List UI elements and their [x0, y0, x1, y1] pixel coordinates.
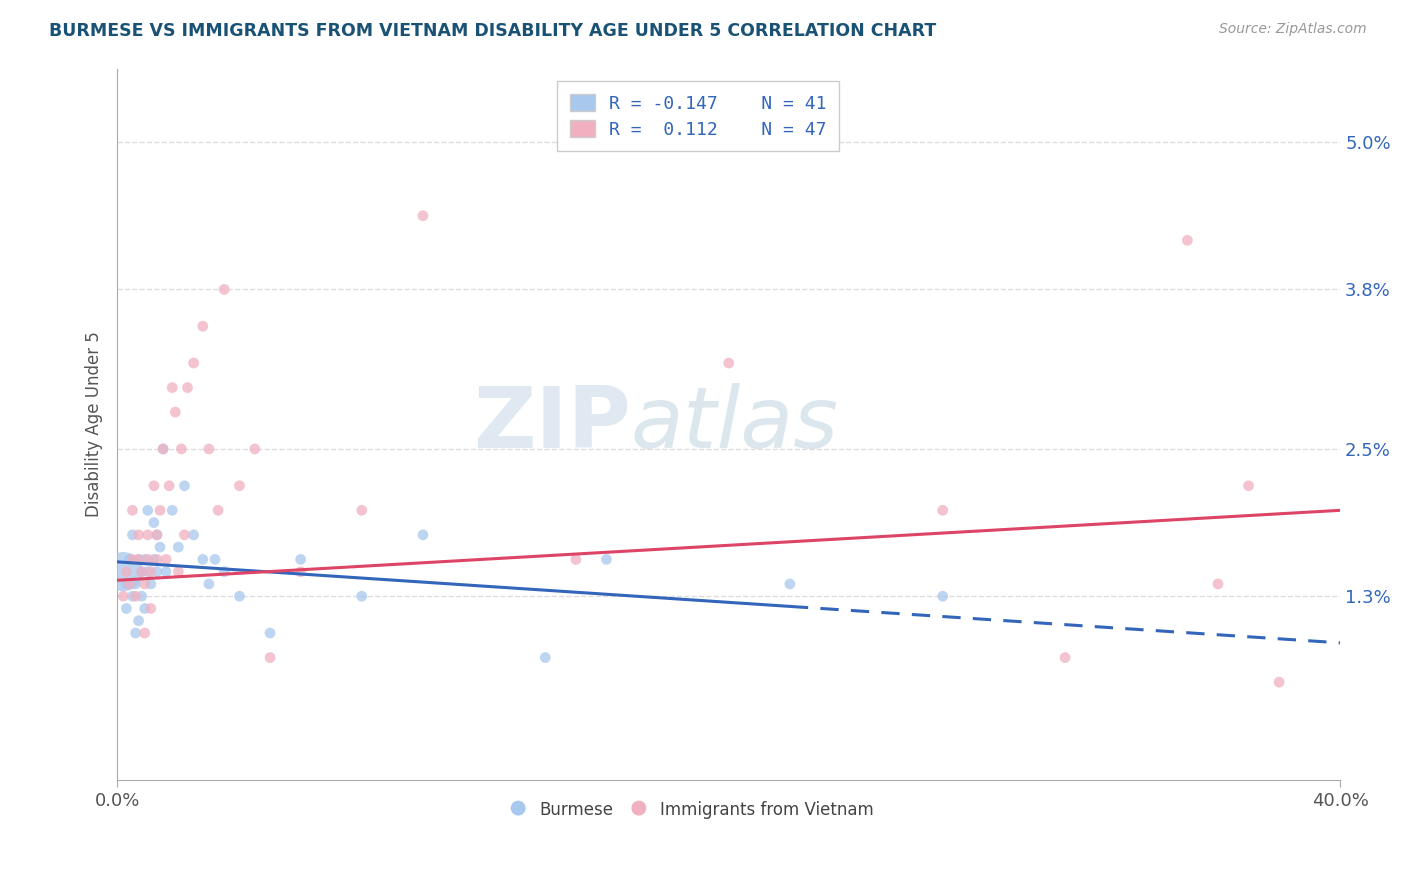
Point	[350, 503, 373, 517]
Point	[932, 503, 955, 517]
Point	[1177, 233, 1199, 247]
Point	[149, 540, 172, 554]
Point	[124, 589, 146, 603]
Point	[191, 552, 214, 566]
Point	[118, 552, 141, 566]
Point	[152, 442, 174, 456]
Point	[167, 540, 190, 554]
Point	[1268, 675, 1291, 690]
Point	[198, 577, 221, 591]
Point	[170, 442, 193, 456]
Point	[146, 552, 169, 566]
Point	[146, 528, 169, 542]
Point	[146, 565, 169, 579]
Point	[243, 442, 266, 456]
Point	[134, 577, 156, 591]
Point	[198, 442, 221, 456]
Point	[112, 565, 135, 579]
Point	[136, 503, 159, 517]
Point	[155, 552, 177, 566]
Point	[115, 565, 138, 579]
Legend: Burmese, Immigrants from Vietnam: Burmese, Immigrants from Vietnam	[503, 794, 882, 825]
Point	[173, 479, 195, 493]
Point	[139, 565, 162, 579]
Point	[131, 565, 153, 579]
Text: atlas: atlas	[631, 383, 839, 466]
Point	[115, 601, 138, 615]
Point	[121, 589, 143, 603]
Point	[128, 552, 150, 566]
Point	[146, 528, 169, 542]
Point	[191, 319, 214, 334]
Point	[160, 381, 183, 395]
Point	[1237, 479, 1260, 493]
Point	[128, 528, 150, 542]
Point	[534, 650, 557, 665]
Point	[157, 479, 180, 493]
Text: Source: ZipAtlas.com: Source: ZipAtlas.com	[1219, 22, 1367, 37]
Point	[124, 577, 146, 591]
Point	[212, 282, 235, 296]
Point	[259, 626, 281, 640]
Point	[121, 528, 143, 542]
Point	[290, 552, 312, 566]
Point	[167, 565, 190, 579]
Point	[595, 552, 617, 566]
Point	[149, 503, 172, 517]
Point	[121, 552, 143, 566]
Point	[134, 601, 156, 615]
Point	[136, 552, 159, 566]
Point	[412, 209, 434, 223]
Point	[228, 589, 250, 603]
Point	[142, 479, 165, 493]
Point	[112, 589, 135, 603]
Point	[121, 503, 143, 517]
Point	[165, 405, 187, 419]
Point	[290, 565, 312, 579]
Point	[131, 565, 153, 579]
Point	[128, 614, 150, 628]
Point	[350, 589, 373, 603]
Point	[118, 577, 141, 591]
Point	[115, 577, 138, 591]
Point	[139, 601, 162, 615]
Point	[131, 589, 153, 603]
Point	[160, 503, 183, 517]
Point	[207, 503, 229, 517]
Point	[183, 356, 205, 370]
Point	[128, 552, 150, 566]
Point	[173, 528, 195, 542]
Point	[259, 650, 281, 665]
Point	[142, 516, 165, 530]
Point	[176, 381, 198, 395]
Point	[565, 552, 588, 566]
Text: ZIP: ZIP	[474, 383, 631, 466]
Point	[155, 565, 177, 579]
Text: BURMESE VS IMMIGRANTS FROM VIETNAM DISABILITY AGE UNDER 5 CORRELATION CHART: BURMESE VS IMMIGRANTS FROM VIETNAM DISAB…	[49, 22, 936, 40]
Point	[412, 528, 434, 542]
Point	[717, 356, 740, 370]
Point	[1054, 650, 1077, 665]
Y-axis label: Disability Age Under 5: Disability Age Under 5	[86, 332, 103, 517]
Point	[134, 552, 156, 566]
Point	[134, 626, 156, 640]
Point	[228, 479, 250, 493]
Point	[932, 589, 955, 603]
Point	[136, 528, 159, 542]
Point	[142, 552, 165, 566]
Point	[152, 442, 174, 456]
Point	[183, 528, 205, 542]
Point	[204, 552, 226, 566]
Point	[136, 565, 159, 579]
Point	[1206, 577, 1229, 591]
Point	[212, 565, 235, 579]
Point	[779, 577, 801, 591]
Point	[124, 626, 146, 640]
Point	[139, 577, 162, 591]
